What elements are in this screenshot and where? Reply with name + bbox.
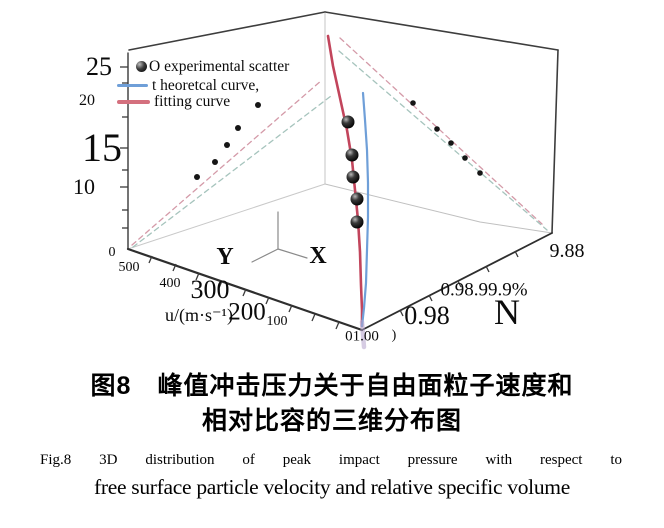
n-tick-label-988: 9.88	[549, 240, 585, 262]
axis-tick	[172, 263, 177, 272]
u-tick-label-100: 100	[266, 314, 288, 329]
caption-zh-line1: 图8 峰值冲击压力关于自由面粒子速度和	[90, 372, 574, 400]
scatter-marker-icon	[136, 61, 147, 73]
u-tick-label-500: 500	[118, 260, 140, 275]
legend-item-fitting: fitting curve	[117, 94, 230, 110]
legend-item-experimental: O experimental scatter	[136, 59, 289, 75]
n-tick-label-098: 0.98	[404, 301, 450, 330]
u-tick-label-300: 300	[190, 275, 230, 304]
axis-tick	[335, 321, 340, 330]
axis-tick	[311, 313, 316, 322]
scatter-ball	[341, 115, 355, 129]
axis-tick	[242, 288, 247, 297]
n-axis	[361, 232, 553, 331]
axis-tick	[428, 294, 433, 302]
z-tick-label-10: 10	[73, 174, 95, 199]
n-tick-label-0989: 0.98.99.9%	[440, 279, 528, 301]
u-axis-title: u/(m·s⁻¹)	[165, 305, 233, 325]
legend-item-theoretical: t heoretcal curve,	[117, 78, 259, 94]
proj-left-pink-dashed	[131, 79, 323, 246]
triad-y-label: Y	[216, 244, 234, 270]
legend-label-theoretical: t heoretcal curve,	[152, 77, 260, 94]
red-line-icon	[117, 99, 150, 104]
caption-en-line2: free surface particle velocity and relat…	[94, 475, 570, 499]
projection-dot	[477, 170, 483, 176]
axis-tick	[399, 309, 404, 317]
caption-zh-line2: 相对比容的三维分布图	[201, 407, 462, 435]
z-tick-label-25: 25	[86, 52, 112, 81]
theoretical-curve	[360, 91, 370, 328]
u-tick-label-400: 400	[159, 276, 181, 291]
z-tick-label-15: 15	[82, 125, 122, 170]
box-top-left-edge	[128, 11, 326, 51]
proj-left-teal-dashed	[132, 95, 332, 248]
plot-3d-scatter	[120, 11, 559, 350]
blue-line-icon	[117, 84, 148, 88]
u-axis	[126, 247, 364, 332]
axis-tick	[485, 265, 490, 273]
axis-tick	[218, 280, 223, 289]
scatter-ball	[346, 170, 360, 184]
box-top-right-edge	[324, 11, 559, 51]
projection-dot	[235, 125, 241, 131]
curves-tail	[359, 319, 367, 350]
box-right-edge	[551, 49, 559, 234]
proj-right-pink-dashed	[339, 37, 543, 225]
axis-tick	[457, 280, 462, 288]
proj-right-teal-dashed	[338, 50, 548, 231]
caption-en-line1: Fig.8 3D distribution of peak impact pre…	[40, 452, 622, 468]
legend-label-fitting: fitting curve	[154, 93, 231, 110]
projection-dot	[434, 126, 440, 132]
triad-x	[277, 248, 308, 259]
u-tick-label-200: 200	[228, 298, 266, 326]
projection-dot	[224, 142, 230, 148]
axis-tick	[195, 272, 200, 281]
axis-tick	[514, 250, 519, 258]
fitting-curve	[326, 34, 364, 328]
triad-y	[251, 248, 279, 263]
projection-dot	[410, 100, 416, 106]
n-tick-label-100: 01.00	[345, 328, 379, 345]
projection-dot	[194, 174, 200, 180]
paren-mark: )	[391, 328, 397, 343]
z-tick-label-0: 0	[108, 245, 116, 260]
axis-tick	[265, 296, 270, 305]
axis-tick	[148, 255, 153, 264]
scatter-ball	[350, 192, 364, 206]
n-axis-title: N	[494, 292, 520, 332]
scatter-ball	[350, 215, 364, 229]
axis-tick	[288, 304, 293, 313]
legend-label-experimental: O experimental scatter	[149, 58, 290, 75]
projection-dot	[255, 102, 261, 108]
projection-dot	[212, 159, 218, 165]
projection-dot	[462, 155, 468, 161]
projection-dot	[448, 140, 454, 146]
z-tick-label-20: 20	[79, 92, 95, 109]
floor-left-edge	[127, 183, 326, 250]
scatter-ball	[345, 148, 359, 162]
floor-right-edge	[324, 183, 553, 234]
triad-x-label: X	[309, 243, 327, 269]
